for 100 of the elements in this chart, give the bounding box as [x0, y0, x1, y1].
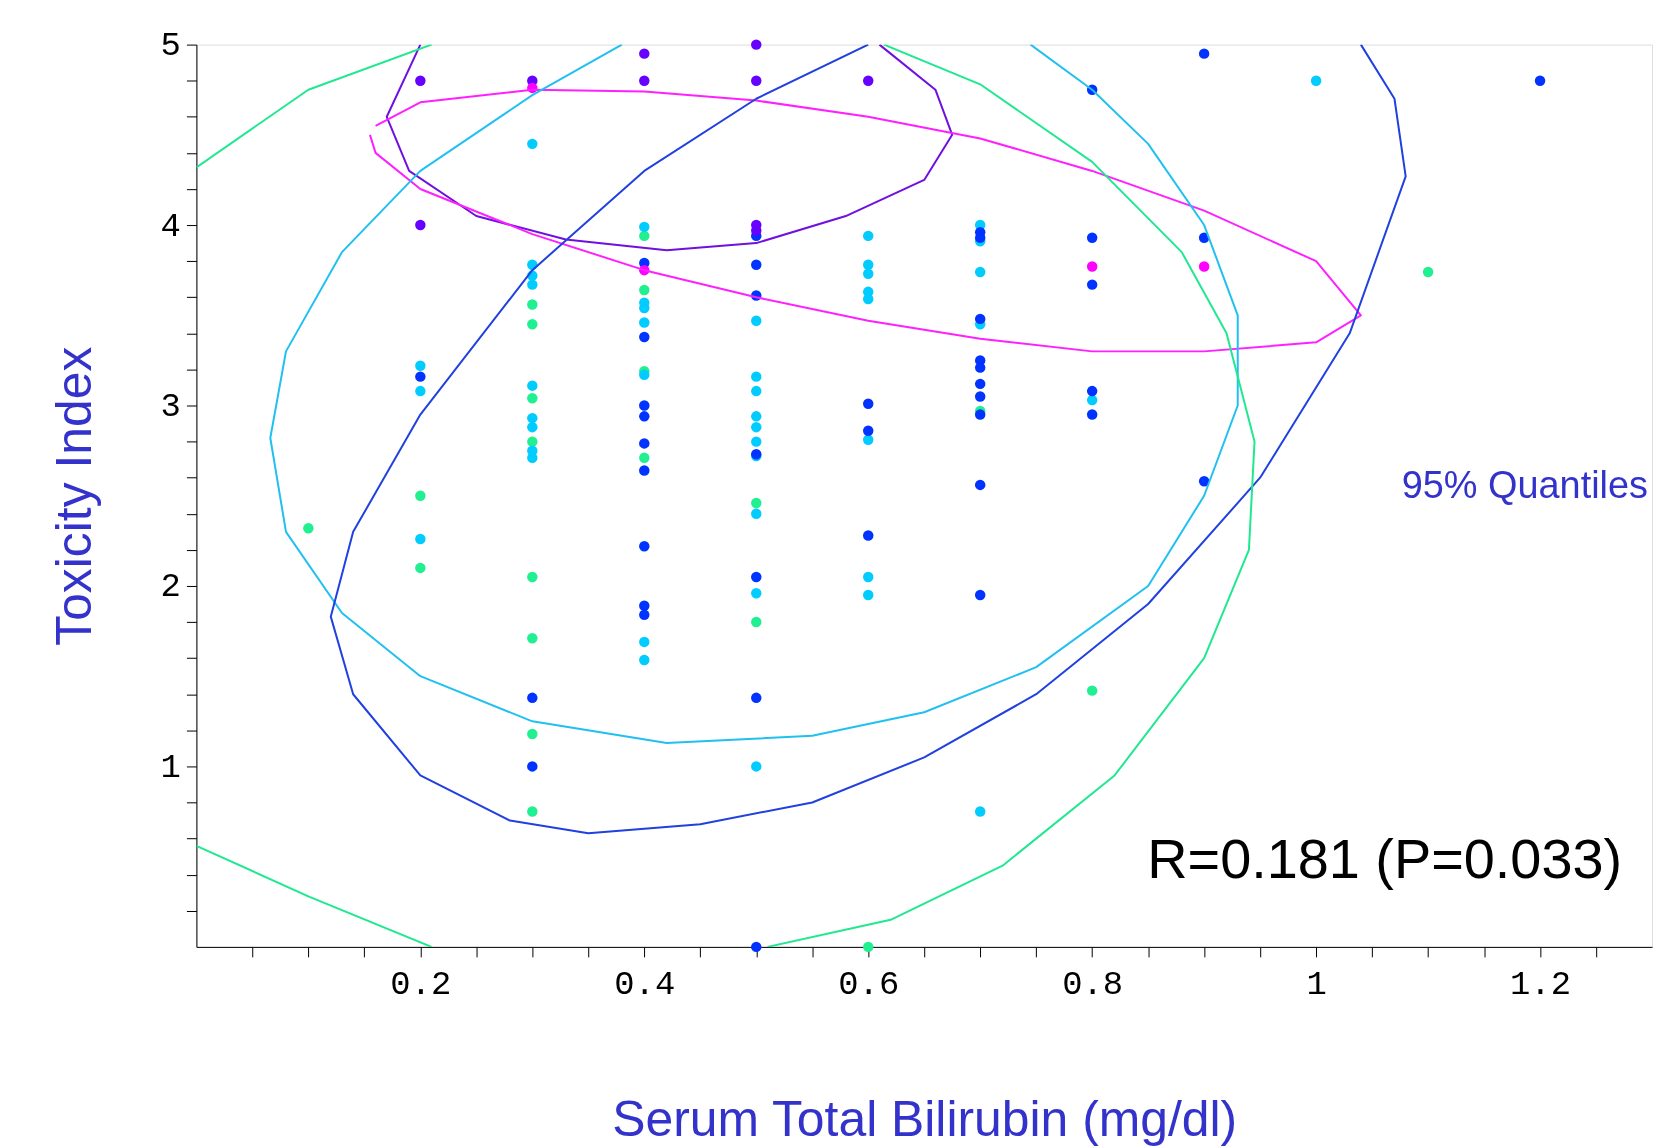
- point: [1198, 48, 1210, 59]
- x-axis-title: Serum Total Bilirubin (mg/dl): [612, 1090, 1238, 1147]
- point: [639, 654, 650, 666]
- point: [527, 299, 538, 310]
- point: [639, 48, 650, 59]
- point: [527, 633, 538, 644]
- point: [303, 523, 314, 534]
- y-tick-label: 4: [160, 207, 181, 246]
- y-tick-label: 3: [160, 387, 181, 426]
- point: [527, 728, 538, 740]
- point: [751, 385, 762, 397]
- point: [974, 409, 986, 420]
- point: [527, 319, 538, 330]
- x-tick-label: 1.2: [1510, 966, 1572, 1005]
- point: [639, 331, 650, 343]
- point: [527, 393, 538, 404]
- x-tick-label: 1: [1306, 966, 1327, 1005]
- x-tick-label: 0.2: [390, 966, 452, 1005]
- point: [415, 533, 426, 545]
- point: [639, 452, 650, 464]
- point: [639, 317, 650, 328]
- point: [1422, 266, 1434, 278]
- point: [639, 221, 650, 233]
- point: [974, 391, 986, 402]
- point: [1086, 385, 1098, 397]
- point: [639, 411, 650, 422]
- point: [751, 497, 762, 509]
- point: [863, 425, 874, 436]
- point: [527, 692, 538, 704]
- x-tick-label: 0.6: [838, 966, 900, 1005]
- point: [863, 75, 874, 86]
- point: [527, 806, 538, 817]
- point: [1198, 261, 1210, 272]
- point: [974, 479, 986, 491]
- point: [974, 589, 986, 601]
- point: [1310, 75, 1322, 86]
- point: [527, 421, 538, 433]
- point: [639, 369, 650, 381]
- point: [751, 941, 762, 953]
- point: [751, 616, 762, 628]
- point: [751, 259, 762, 270]
- point: [863, 941, 874, 953]
- point: [751, 39, 762, 50]
- point: [751, 315, 762, 326]
- point: [751, 371, 762, 382]
- y-tick-label: 1: [160, 748, 181, 787]
- point: [527, 412, 538, 424]
- point: [639, 636, 650, 648]
- point: [415, 371, 426, 382]
- point: [639, 230, 650, 242]
- point: [527, 279, 538, 290]
- point: [863, 571, 874, 583]
- annotation: R=0.181 (P=0.033): [1147, 827, 1623, 891]
- point: [1198, 476, 1210, 487]
- point: [751, 421, 762, 433]
- point: [527, 761, 538, 772]
- point: [639, 609, 650, 621]
- point: [639, 600, 650, 612]
- point: [1086, 409, 1098, 420]
- point: [751, 692, 762, 704]
- point: [1534, 75, 1546, 86]
- point: [527, 380, 538, 391]
- point: [415, 490, 426, 501]
- point: [1086, 232, 1098, 243]
- point: [863, 530, 874, 541]
- point: [751, 571, 762, 583]
- point: [974, 313, 986, 325]
- point: [639, 465, 650, 476]
- point: [639, 75, 650, 86]
- point: [863, 259, 874, 270]
- point: [863, 230, 874, 242]
- point: [1086, 685, 1098, 696]
- point: [639, 400, 650, 411]
- y-axis-title: Toxicity Index: [45, 346, 102, 646]
- point: [1086, 279, 1098, 290]
- point: [863, 398, 874, 409]
- point: [863, 589, 874, 601]
- point: [527, 571, 538, 583]
- x-tick-label: 0.8: [1062, 966, 1124, 1005]
- point: [863, 268, 874, 279]
- point: [415, 360, 426, 372]
- point: [527, 138, 538, 150]
- point: [751, 75, 762, 86]
- point: [751, 587, 762, 599]
- point: [751, 508, 762, 520]
- x-tick-label: 0.4: [614, 966, 676, 1005]
- point: [751, 411, 762, 422]
- y-tick-label: 2: [160, 568, 181, 607]
- line-series: [269, 44, 1239, 744]
- point: [974, 378, 986, 390]
- point: [863, 434, 874, 446]
- point: [974, 806, 986, 817]
- line-series: [385, 44, 954, 252]
- point: [974, 266, 986, 278]
- point: [1086, 394, 1098, 406]
- point: [639, 438, 650, 449]
- y-tick-label: 5: [160, 27, 181, 66]
- point: [527, 436, 538, 447]
- point: [415, 385, 426, 397]
- point: [639, 284, 650, 296]
